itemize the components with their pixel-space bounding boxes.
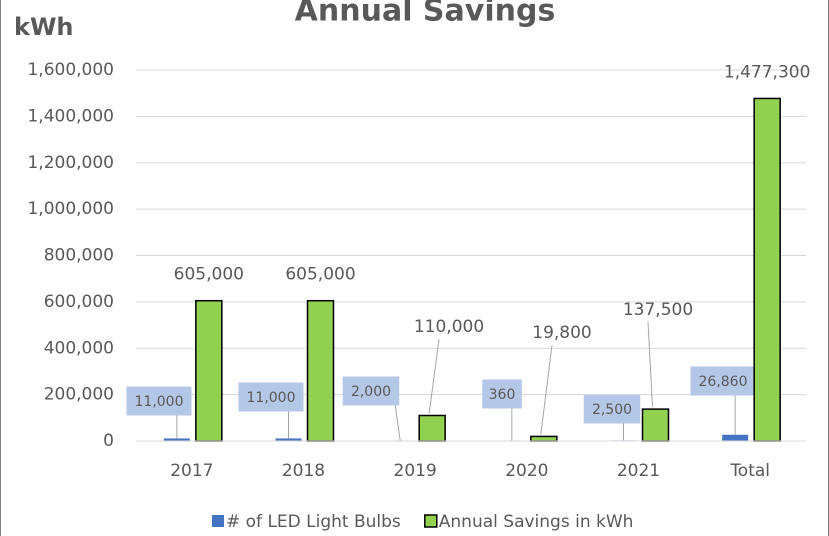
data-label: 2,000 [351,384,391,400]
legend-swatch [212,515,224,527]
bar [641,408,670,442]
bar [195,299,223,442]
y-tick-label: 400,000 [44,338,114,358]
data-label-box [238,382,304,412]
y-tick-label: 1,400,000 [27,106,114,126]
data-label-box [482,379,522,409]
y-axis-label: kWh [14,13,74,41]
data-label-box [583,394,641,424]
data-label: 19,800 [532,323,591,343]
y-tick-label: 0 [103,431,114,451]
data-label: 110,000 [414,317,484,337]
data-label: 605,000 [174,265,244,285]
bar [530,435,558,442]
y-tick-label: 600,000 [44,292,114,312]
bar [753,97,781,442]
bar [418,414,446,442]
data-label: 2,500 [592,402,632,418]
data-label-box [690,366,756,396]
leader-line [394,405,401,441]
data-label: 137,500 [623,300,693,320]
x-tick-label: 2020 [505,461,548,481]
x-tick-label: 2019 [394,461,437,481]
legend-label: # of LED Light Bulbs [226,512,401,532]
bar [163,438,190,441]
x-tick-label: 2017 [170,461,213,481]
x-tick-label: 2021 [617,461,660,481]
data-label: 360 [489,387,516,403]
leader-line [540,344,553,435]
data-label: 26,860 [699,374,748,390]
x-tick-label: Total [729,461,770,481]
y-tick-label: 1,000,000 [27,199,114,219]
legend-label: Annual Savings in kWh [439,512,634,532]
bar [275,438,302,441]
chart-title: Annual Savings [295,0,556,29]
data-label-box [342,376,400,406]
y-tick-label: 1,200,000 [27,153,114,173]
x-tick-label: 2018 [282,461,325,481]
bar [306,299,335,442]
leader-line [647,321,653,408]
legend-swatch [424,514,438,528]
bar [722,434,749,441]
data-label: 11,000 [247,390,296,406]
y-tick-label: 1,600,000 [27,60,114,80]
y-tick-label: 200,000 [44,385,114,405]
leader-line [428,338,440,414]
data-label: 605,000 [285,265,355,285]
y-tick-label: 800,000 [44,246,114,266]
data-label-box [126,386,192,416]
data-label: 1,477,300 [724,62,811,82]
data-label: 11,000 [135,394,184,410]
